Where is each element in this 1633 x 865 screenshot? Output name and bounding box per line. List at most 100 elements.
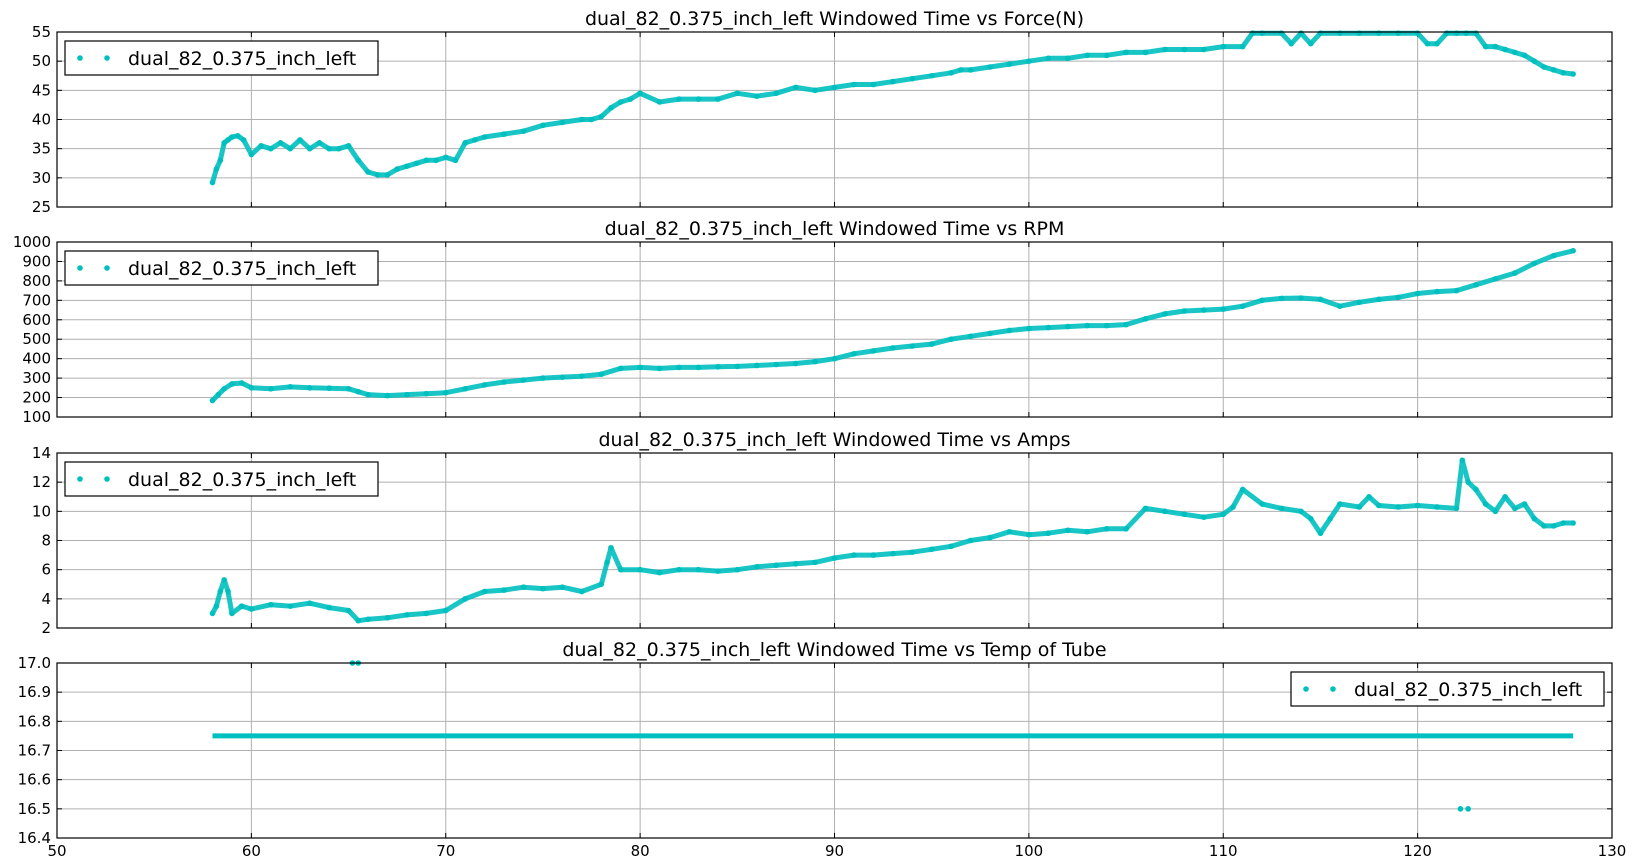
data-point bbox=[1356, 30, 1363, 36]
y-tick-label: 500 bbox=[22, 330, 51, 348]
data-point bbox=[715, 364, 721, 370]
data-point bbox=[481, 134, 488, 140]
data-point bbox=[287, 145, 294, 152]
data-point bbox=[676, 566, 682, 573]
data-point bbox=[1181, 46, 1188, 53]
data-point bbox=[656, 365, 663, 372]
series-1 bbox=[209, 30, 1576, 186]
legend-marker bbox=[104, 265, 110, 271]
data-point bbox=[1220, 306, 1227, 312]
data-point bbox=[1550, 523, 1557, 529]
y-tick-label: 16.5 bbox=[18, 800, 51, 818]
data-point bbox=[365, 391, 371, 398]
data-point bbox=[851, 351, 857, 357]
data-point bbox=[579, 588, 585, 595]
data-point bbox=[598, 581, 605, 588]
data-point bbox=[1307, 40, 1314, 47]
y-tick-label: 1000 bbox=[13, 233, 51, 251]
data-point bbox=[1434, 504, 1440, 510]
data-point bbox=[1201, 46, 1207, 53]
x-tick-label: 70 bbox=[436, 842, 455, 860]
data-point bbox=[1298, 508, 1304, 515]
legend-label: dual_82_0.375_inch_left bbox=[128, 258, 356, 280]
y-tick-label: 16.9 bbox=[18, 683, 51, 701]
data-point bbox=[1521, 501, 1528, 507]
data-point bbox=[229, 134, 235, 140]
data-point bbox=[1560, 520, 1567, 526]
data-point bbox=[1570, 520, 1576, 526]
data-point bbox=[423, 610, 430, 617]
data-point bbox=[1502, 46, 1508, 53]
data-point bbox=[1337, 501, 1343, 507]
data-point bbox=[209, 397, 216, 404]
data-point bbox=[384, 172, 391, 178]
data-point bbox=[306, 600, 313, 607]
y-tick-label: 17.0 bbox=[18, 654, 51, 672]
data-point bbox=[1026, 531, 1032, 538]
data-point bbox=[792, 561, 799, 567]
data-point bbox=[617, 566, 624, 573]
data-point bbox=[345, 386, 352, 392]
y-tick-label: 400 bbox=[22, 350, 51, 368]
data-point bbox=[1414, 30, 1421, 36]
y-tick-label: 6 bbox=[41, 561, 51, 579]
data-point bbox=[540, 375, 546, 381]
data-point bbox=[225, 588, 231, 595]
data-point bbox=[1103, 322, 1110, 329]
data-point bbox=[1259, 501, 1265, 507]
data-point bbox=[326, 385, 332, 392]
data-point bbox=[792, 84, 799, 91]
data-point bbox=[1064, 55, 1071, 62]
data-point bbox=[306, 145, 313, 152]
data-point bbox=[1249, 30, 1256, 36]
data-point bbox=[1356, 299, 1363, 306]
data-point bbox=[812, 87, 818, 94]
legend-marker bbox=[77, 265, 83, 271]
data-point bbox=[209, 179, 216, 186]
data-point bbox=[1142, 316, 1149, 322]
data-point bbox=[1465, 479, 1471, 485]
data-point bbox=[987, 330, 993, 337]
data-point bbox=[287, 384, 294, 390]
data-point bbox=[890, 550, 896, 557]
data-point bbox=[268, 386, 274, 392]
data-point bbox=[1366, 493, 1372, 500]
x-tick-label: 90 bbox=[825, 842, 844, 860]
data-point bbox=[442, 607, 449, 614]
data-point bbox=[213, 166, 220, 172]
data-point bbox=[1395, 294, 1401, 301]
data-point bbox=[1006, 61, 1013, 67]
y-tick-label: 4 bbox=[41, 590, 51, 608]
data-point bbox=[792, 360, 799, 367]
data-point bbox=[355, 388, 362, 395]
data-point bbox=[355, 157, 362, 164]
data-point bbox=[1230, 504, 1236, 510]
data-point bbox=[1317, 530, 1324, 537]
data-point bbox=[870, 81, 877, 88]
data-point bbox=[695, 364, 702, 371]
data-point bbox=[221, 577, 227, 583]
data-point bbox=[277, 140, 284, 146]
data-point bbox=[268, 145, 274, 152]
data-point bbox=[462, 596, 468, 602]
data-point bbox=[1356, 504, 1363, 510]
data-point bbox=[1298, 30, 1304, 36]
data-point bbox=[1434, 288, 1440, 295]
data-point bbox=[520, 128, 527, 134]
data-point bbox=[501, 587, 507, 593]
data-point bbox=[1395, 30, 1401, 36]
data-point bbox=[1103, 526, 1110, 532]
subplot-3: dual_82_0.375_inch_left Windowed Time vs… bbox=[32, 429, 1613, 637]
data-point bbox=[221, 140, 227, 146]
data-point bbox=[481, 382, 488, 388]
data-point bbox=[1414, 502, 1421, 509]
plot-frame bbox=[56, 662, 1613, 839]
y-tick-label: 100 bbox=[22, 408, 51, 426]
data-point bbox=[1162, 508, 1168, 515]
data-point bbox=[579, 116, 585, 123]
data-point bbox=[617, 365, 624, 372]
data-point bbox=[1006, 528, 1013, 535]
data-point bbox=[1201, 514, 1207, 520]
data-point bbox=[1337, 303, 1343, 309]
